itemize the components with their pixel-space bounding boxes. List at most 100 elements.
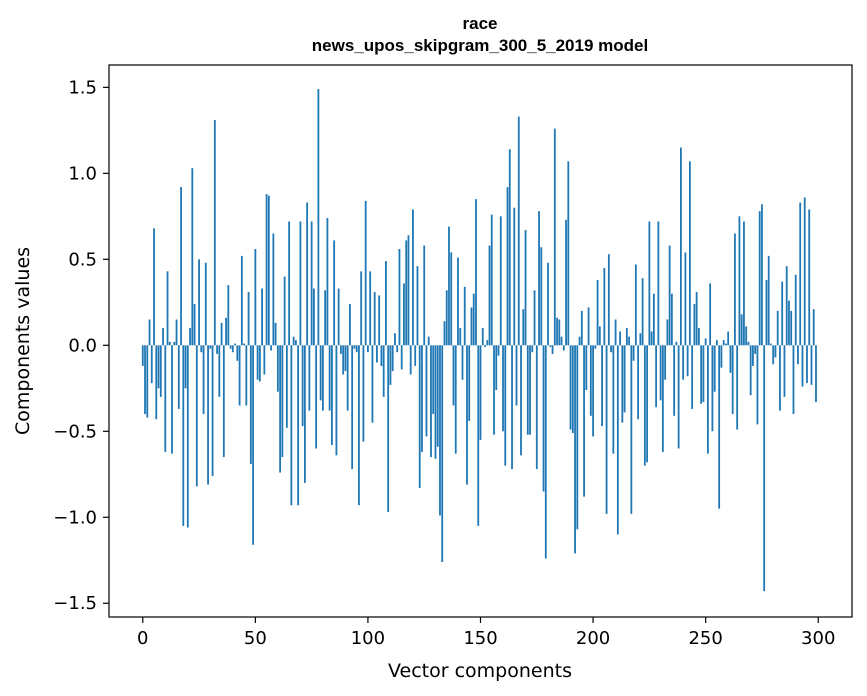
y-tick-label-5: 1.0: [68, 163, 97, 184]
bar-48: [249, 345, 252, 464]
bar-273: [756, 345, 759, 425]
bar-226: [650, 331, 653, 346]
bar-160: [502, 345, 504, 432]
bar-126: [425, 345, 428, 437]
bar-159: [499, 216, 502, 346]
bar-76: [312, 288, 315, 346]
bar-144: [466, 345, 468, 485]
chart-subtitle: news_upos_skipgram_300_5_2019 model: [312, 36, 648, 55]
bar-210: [614, 319, 617, 346]
bar-215: [625, 328, 628, 346]
bar-90: [344, 345, 347, 372]
bar-246: [695, 291, 698, 346]
bar-180: [547, 262, 549, 346]
bar-166: [515, 345, 518, 406]
bar-223: [643, 345, 646, 466]
bar-171: [526, 345, 529, 435]
bar-189: [567, 161, 570, 346]
bar-13: [171, 345, 173, 454]
bar-275: [761, 204, 763, 346]
bar-231: [661, 345, 664, 452]
bar-244: [691, 345, 694, 409]
x-tick-label-200: 200: [576, 628, 610, 649]
bar-256: [718, 345, 721, 509]
x-axis-ticks: 0 50 100 150 200 250 300: [137, 617, 835, 649]
bar-128: [430, 345, 432, 458]
bar-213: [621, 345, 624, 423]
bar-188: [565, 219, 567, 346]
bar-26: [200, 345, 203, 353]
bar-65: [288, 221, 291, 346]
bar-121: [414, 345, 417, 366]
bar-1: [144, 345, 146, 415]
bar-199: [589, 345, 592, 416]
bar-101: [369, 271, 372, 346]
bar-35: [220, 322, 223, 346]
bar-3: [148, 319, 151, 346]
bar-255: [716, 340, 718, 346]
bar-272: [754, 345, 757, 354]
bar-248: [700, 345, 703, 404]
bar-103: [373, 291, 376, 346]
bar-229: [657, 221, 660, 346]
bar-85: [333, 240, 336, 346]
bar-107: [382, 345, 385, 397]
bar-70: [299, 221, 302, 346]
chart-title: race: [463, 14, 498, 33]
bar-74: [308, 345, 311, 411]
bar-204: [601, 345, 603, 427]
bar-167: [517, 116, 520, 346]
bar-264: [736, 345, 739, 430]
bar-252: [709, 283, 712, 346]
bar-263: [734, 233, 736, 346]
bar-251: [707, 345, 709, 454]
bar-138: [452, 345, 455, 406]
bar-212: [619, 331, 621, 346]
bar-84: [331, 345, 333, 446]
bar-14: [173, 341, 176, 346]
bar-209: [612, 345, 615, 454]
bar-277: [765, 279, 768, 346]
bar-117: [405, 240, 408, 346]
bar-94: [353, 345, 356, 349]
bar-274: [758, 211, 761, 346]
bar-162: [506, 187, 509, 346]
bar-113: [396, 345, 399, 353]
y-tick-label-3: 0.0: [68, 335, 97, 356]
bar-7: [157, 345, 160, 389]
bar-62: [281, 345, 284, 458]
bar-282: [776, 310, 779, 346]
bar-19: [184, 345, 187, 389]
bar-217: [630, 345, 633, 514]
bar-16: [177, 345, 180, 409]
x-tick-label-150: 150: [463, 628, 497, 649]
bar-44: [240, 255, 243, 346]
bar-294: [803, 197, 806, 346]
bar-233: [666, 319, 669, 346]
bar-165: [513, 207, 516, 346]
bar-219: [634, 264, 637, 346]
bar-8: [159, 345, 162, 397]
x-axis-label: Vector components: [388, 660, 572, 682]
bar-112: [394, 333, 396, 346]
bar-240: [682, 345, 685, 380]
bar-266: [740, 314, 743, 346]
bar-141: [459, 328, 462, 346]
bar-71: [301, 345, 304, 427]
bar-83: [328, 345, 331, 411]
bar-108: [385, 261, 387, 346]
bar-168: [520, 345, 522, 456]
bar-259: [725, 343, 727, 346]
bar-11: [166, 271, 169, 346]
bar-80: [321, 345, 324, 411]
bar-197: [585, 345, 588, 391]
bar-236: [673, 345, 676, 416]
bar-98: [362, 345, 365, 442]
bar-9: [162, 328, 164, 346]
bar-191: [571, 345, 574, 433]
bar-97: [360, 271, 363, 346]
bar-207: [607, 254, 610, 346]
bar-193: [576, 345, 579, 530]
bar-137: [450, 252, 453, 346]
